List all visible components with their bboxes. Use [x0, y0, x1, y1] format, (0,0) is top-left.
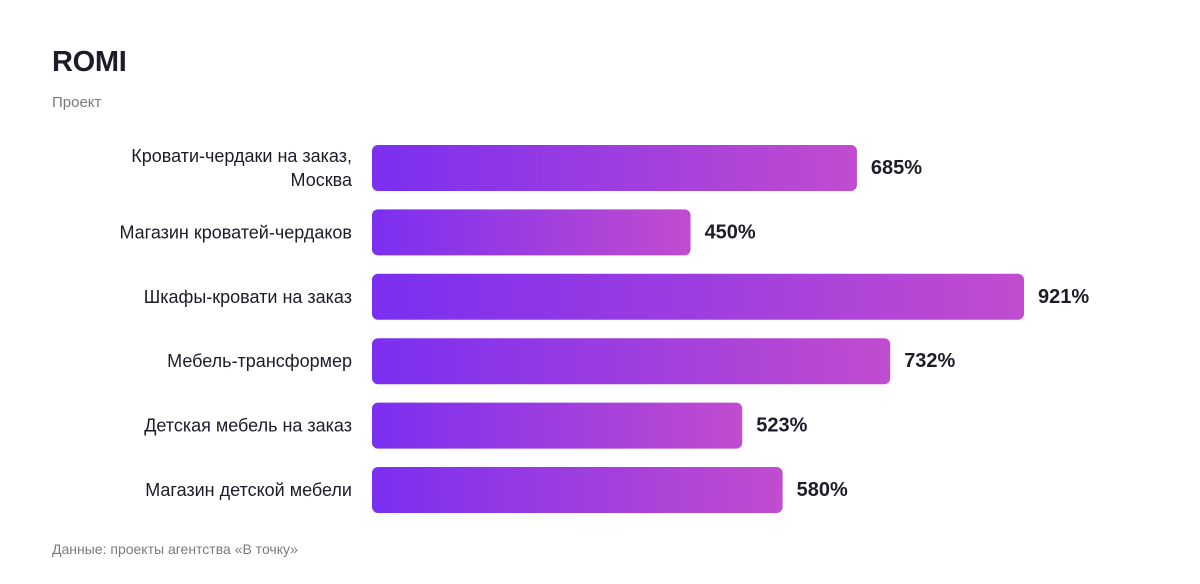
bars-layer: 685% Кровати-чердаки на заказ, Москва 450% М… [119, 145, 1089, 513]
value-label: 921% [1038, 286, 1089, 308]
category-label-line: Кровати-чердаки на заказ, [131, 146, 352, 166]
chart-subtitle: Проект [52, 94, 102, 111]
category-label: Магазин детской мебели [145, 480, 352, 500]
category-label: Мебель-трансформер [167, 351, 352, 371]
category-label-line: Магазин детской мебели [145, 480, 352, 500]
category-label-line: Магазин кроватей-чердаков [119, 222, 352, 242]
bar [372, 467, 783, 513]
value-label: 580% [797, 479, 848, 501]
category-label-line: Мебель-трансформер [167, 351, 352, 371]
bar [372, 145, 857, 191]
category-label-line: Москва [291, 170, 353, 190]
chart-title: ROMI [52, 46, 127, 78]
bar [372, 402, 743, 449]
value-label: 450% [705, 221, 756, 243]
bar [372, 338, 891, 385]
category-label: Кровати-чердаки на заказ, Москва [131, 146, 353, 190]
category-label: Магазин кроватей-чердаков [119, 222, 352, 242]
category-label: Шкафы-кровати на заказ [144, 287, 352, 307]
category-label: Детская мебель на заказ [144, 416, 352, 436]
value-label: 685% [871, 157, 922, 179]
bar [372, 273, 1024, 320]
value-label: 523% [756, 415, 807, 437]
source-note: Данные: проекты агентства «В точку» [52, 541, 298, 557]
category-label-line: Шкафы-кровати на заказ [144, 287, 352, 307]
category-label-line: Детская мебель на заказ [144, 416, 352, 436]
value-label: 732% [904, 350, 955, 372]
bar [372, 209, 691, 256]
